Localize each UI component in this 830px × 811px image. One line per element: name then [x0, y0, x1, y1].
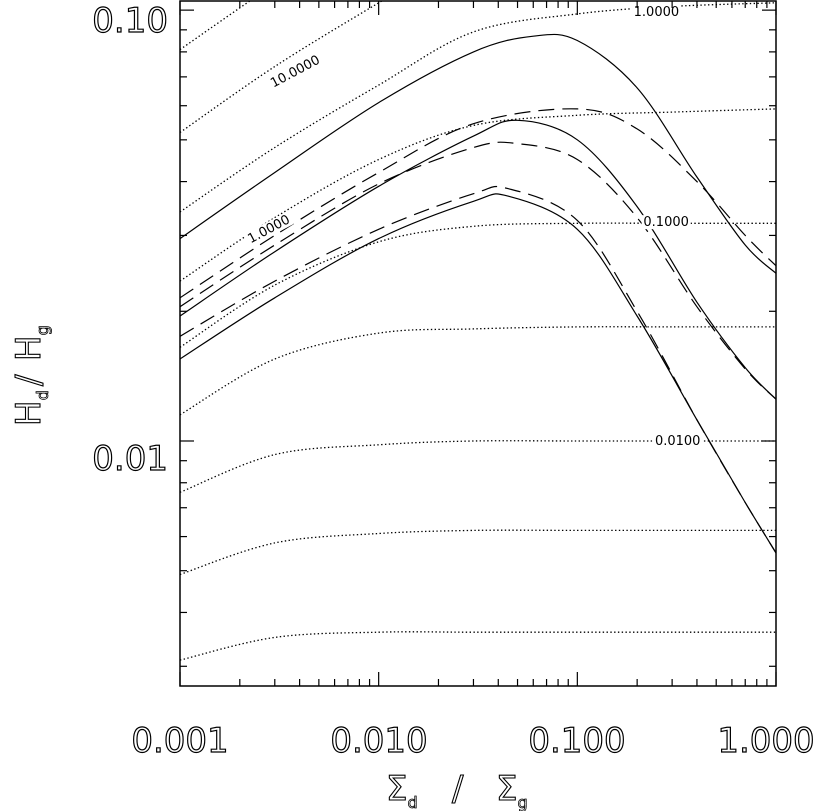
contour-label-bg — [641, 215, 691, 230]
series-line-3 — [180, 108, 776, 299]
svg-text:Σd: Σd — [386, 769, 418, 811]
x-axis-sep: / — [452, 769, 464, 809]
series-line-0 — [180, 33, 776, 274]
svg-text:Hd: Hd — [9, 390, 52, 426]
y-axis-sub2: g — [33, 325, 52, 335]
x-tick-label: 0.010 — [330, 721, 427, 761]
svg-text:Hg: Hg — [9, 325, 52, 361]
contour-label: 0.1000 — [643, 215, 689, 230]
x-axis-main: Σ — [386, 769, 407, 809]
contour-line-3 — [180, 108, 776, 282]
contour-label: 1.0000 — [245, 212, 292, 247]
contour-label: 1.0000 — [634, 5, 680, 20]
series-line-4 — [180, 141, 776, 400]
series-line-1 — [180, 119, 776, 400]
contour-label-bg — [266, 51, 324, 92]
contour-label: 10.0000 — [268, 53, 323, 91]
contour-label-bg — [653, 433, 703, 448]
x-axis-sub: d — [407, 793, 417, 811]
ticks — [179, 1, 777, 686]
plot-area: 1.0000 0.1000 0.0100 10.0000 1.0000 — [180, 1, 776, 661]
contour-line-8 — [180, 631, 776, 661]
y-axis-sub: d — [33, 390, 52, 400]
contour-label-bg — [243, 211, 294, 248]
series-line-5 — [180, 185, 776, 554]
y-tick-label: 0.01 — [92, 439, 168, 479]
plot-frame — [179, 0, 777, 687]
y-axis-main2: H — [9, 335, 49, 361]
y-axis-main: H — [9, 400, 49, 426]
y-axis-title: Hd / Hg — [8, 325, 52, 427]
y-tick-label: 0.10 — [92, 1, 168, 41]
contour-line-2 — [180, 2, 776, 213]
x-tick-label: 0.100 — [528, 721, 625, 761]
contour-line-1 — [180, 1, 383, 134]
contour-label-bg — [631, 5, 681, 20]
x-axis-title: Σd / Σg — [385, 768, 528, 811]
contour-line-0 — [180, 1, 251, 51]
x-axis-sub2: g — [517, 793, 527, 811]
x-tick-label: 1.000 — [717, 721, 814, 761]
x-tick-label: 0.001 — [131, 721, 228, 761]
contour-label: 0.0100 — [655, 434, 701, 449]
y-axis-sep: / — [9, 374, 49, 386]
x-axis-main2: Σ — [496, 769, 517, 809]
contour-line-5 — [180, 326, 776, 416]
svg-text:Σg: Σg — [496, 769, 528, 811]
contour-line-6 — [180, 440, 776, 493]
contour-line-7 — [180, 529, 776, 576]
